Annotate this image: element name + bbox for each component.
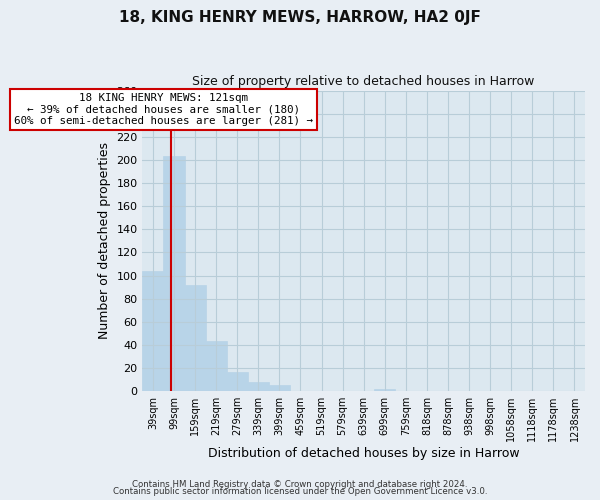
Text: 18, KING HENRY MEWS, HARROW, HA2 0JF: 18, KING HENRY MEWS, HARROW, HA2 0JF	[119, 10, 481, 25]
Title: Size of property relative to detached houses in Harrow: Size of property relative to detached ho…	[193, 75, 535, 88]
Y-axis label: Number of detached properties: Number of detached properties	[98, 142, 110, 340]
Bar	[206, 342, 227, 391]
Text: Contains public sector information licensed under the Open Government Licence v3: Contains public sector information licen…	[113, 487, 487, 496]
Bar	[269, 386, 290, 391]
Bar	[248, 382, 269, 391]
Bar	[142, 271, 163, 391]
Bar	[163, 156, 185, 391]
Text: 18 KING HENRY MEWS: 121sqm
← 39% of detached houses are smaller (180)
60% of sem: 18 KING HENRY MEWS: 121sqm ← 39% of deta…	[14, 93, 313, 126]
Text: Contains HM Land Registry data © Crown copyright and database right 2024.: Contains HM Land Registry data © Crown c…	[132, 480, 468, 489]
Bar	[374, 389, 395, 391]
X-axis label: Distribution of detached houses by size in Harrow: Distribution of detached houses by size …	[208, 447, 520, 460]
Bar	[227, 372, 248, 391]
Bar	[185, 285, 206, 391]
